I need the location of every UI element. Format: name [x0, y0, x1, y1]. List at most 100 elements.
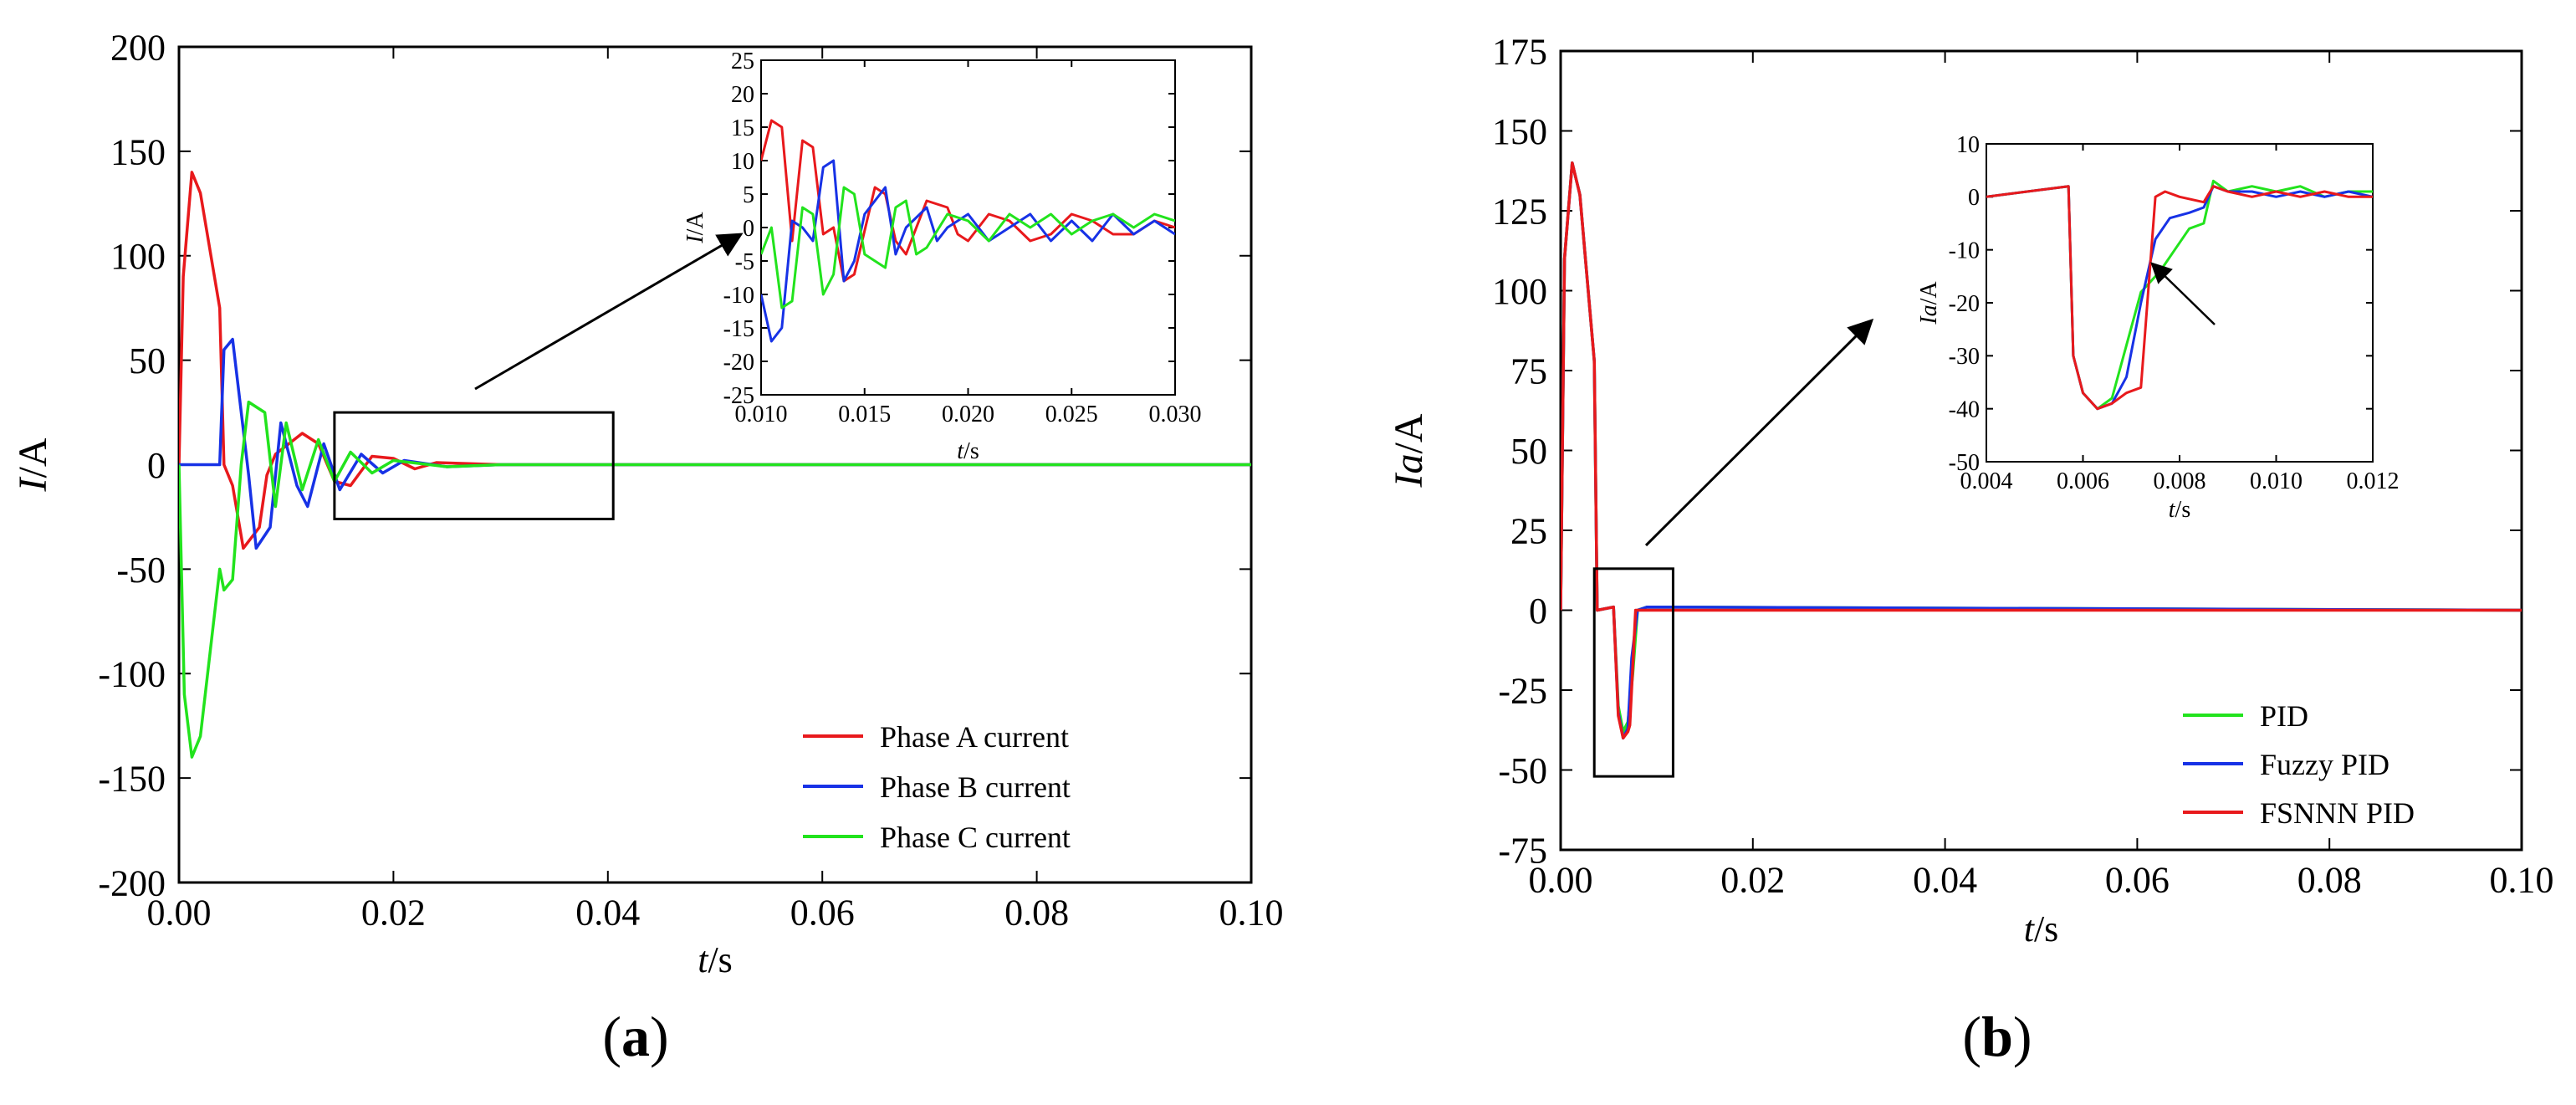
panel-a-inset-xlabel: t/s: [957, 438, 979, 464]
panel-b-inset-pointer-arrow: [2150, 262, 2216, 325]
panel-b-zoom-box: [1592, 567, 1674, 778]
panel-b-inset-ytick-label: -40: [1949, 396, 1980, 422]
panel-b-inset-xtick-label: 0.010: [2250, 468, 2303, 494]
panel-b-inset-ylabel: Ia/A: [1916, 281, 1942, 325]
panel-a-inset-ylabel-unit: /A: [682, 212, 708, 236]
panel-b-legend-label: FSNNN PID: [2260, 796, 2415, 830]
panel-b-main-ytick-label: 75: [1510, 350, 1547, 391]
panel-b-inset-plot: 0.004 0.006 0.008 0.010 0.012 10 0 -10 -20 -30 -40…: [1949, 132, 2400, 494]
panel-a-legend-label: Phase A current: [880, 720, 1069, 754]
panel-a-inset-xtick-label: 0.030: [1149, 402, 1202, 427]
panel-a-inset-ytick-label: 10: [731, 149, 754, 175]
panel-b-main-ytick-label: -50: [1498, 750, 1547, 791]
panel-a-inset-xtick-label: 0.010: [735, 402, 788, 427]
panel-b-inset-ytick-label: -20: [1949, 291, 1980, 317]
panel-a-inset-ytick-label: 5: [743, 182, 754, 208]
panel-a-inset-ytick-label: 0: [743, 216, 754, 242]
panel-a-inset-xtick-label: 0.025: [1045, 402, 1098, 427]
panel-a-inset-ytick-label: -5: [735, 249, 754, 275]
panel-b-main-ytick-label: 150: [1492, 111, 1547, 152]
panel-b-main-xtick-label: 0.00: [1529, 860, 1593, 901]
panel-a-main-ytick-label: 0: [147, 445, 166, 486]
panel-a-inset-xlabel-unit: /s: [963, 438, 979, 464]
panel-b-inset-ytick-label: 0: [1968, 185, 1980, 211]
panel-b-inset-xtick-label: 0.004: [1960, 468, 2013, 494]
panel-a-main-ytick-label: -150: [98, 759, 166, 800]
panel-b-label-letter: b: [1981, 1005, 2013, 1068]
panel-b-main-ytick-label: -25: [1498, 670, 1547, 711]
panel-a-inset-ytick-label: 15: [731, 115, 754, 141]
panel-b-main-xtick-label: 0.02: [1720, 860, 1785, 901]
panel-b-main-ytick-label: 50: [1510, 431, 1547, 472]
panel-a-inset-ytick-label: -10: [723, 283, 754, 309]
panel-a-inset-ylabel: I/A: [682, 212, 708, 244]
panel-b-main-ytick-label: 25: [1510, 510, 1547, 551]
panel-a-ylabel: I/A: [11, 437, 55, 492]
panel-a-label: (a): [602, 1005, 668, 1068]
panel-a-label-open: (: [602, 1005, 621, 1068]
panel-a-xlabel-unit: /s: [708, 939, 732, 980]
panel-a-inset-ytick-label: -20: [723, 350, 754, 376]
panel-b-zoom-arrow: [1644, 318, 1874, 547]
panel-b-inset-ylabel-italic: Ia: [1916, 304, 1942, 325]
panel-b-inset-ytick-label: -50: [1949, 450, 1980, 476]
panel-b-main-ytick-label: -75: [1498, 830, 1547, 871]
panel-b-ylabel-unit: /A: [1387, 413, 1431, 453]
panel-b-inset-xtick-label: 0.006: [2057, 468, 2109, 494]
panel-a-inset-frame: [760, 59, 1176, 396]
panel-a-inset-ytick-label: -15: [723, 316, 754, 342]
panel-a-legend-label: Phase C current: [880, 821, 1071, 854]
panel-a-inset-ylabel-italic: I: [682, 234, 708, 244]
panel-b-main-ytick-label: 175: [1492, 31, 1547, 72]
panel-a-label-letter: a: [621, 1005, 650, 1068]
panel-b-legend-label: Fuzzy PID: [2260, 748, 2389, 781]
panel-a-main-ytick-label: -100: [98, 654, 166, 695]
panel-a-main-xtick-label: 0.06: [790, 893, 855, 934]
panel-a-main-ytick-label: -50: [116, 550, 166, 591]
panel-b-main-xtick-label: 0.06: [2105, 860, 2170, 901]
panel-b-inset-ylabel-unit: /A: [1916, 281, 1942, 305]
panel-b-inset-series-fsnnn-pid-line: [1986, 185, 2373, 411]
panel-a-main-ytick-label: 100: [110, 236, 166, 277]
panel-b-ylabel-italic: Ia: [1387, 454, 1431, 489]
panel-b-inset-xlabel-unit: /s: [2175, 497, 2191, 523]
panel-a-main-series-phase-a-current-line: [179, 171, 1251, 550]
panel-a-xlabel-italic: t: [698, 939, 709, 980]
panel-a-inset-xtick-label: 0.020: [942, 402, 994, 427]
panel-a-inset-series-phase-c-current-line: [761, 186, 1175, 310]
panel-b-xlabel-italic: t: [2024, 908, 2036, 949]
panel-b-xlabel-unit: /s: [2034, 908, 2058, 949]
panel-a-main-xtick-label: 0.08: [1004, 893, 1069, 934]
panel-b-xlabel: t/s: [2024, 908, 2059, 949]
panel-b-main-series-fsnnn-pid-line: [1561, 161, 2522, 740]
panel-a-main-xtick-label: 0.00: [147, 893, 212, 934]
panel-a-inset-xtick-label: 0.015: [838, 402, 891, 427]
panel-a-inset-plot: 0.010 0.015 0.020 0.025 0.030 25 20 15 10 5 0 -5 -10…: [723, 49, 1202, 427]
panel-b-inset-ytick-label: -30: [1949, 344, 1980, 370]
panel-b-label: (b): [1962, 1005, 2032, 1068]
panel-b-inset-ytick-label: -10: [1949, 238, 1980, 263]
panel-a-main-ytick-label: 150: [110, 131, 166, 172]
panel-a-xlabel: t/s: [698, 939, 733, 980]
panel-a-inset-ytick-label: -25: [723, 383, 754, 409]
panel-a-main-ytick-label: -200: [98, 862, 166, 903]
panel-b-main-xtick-label: 0.10: [2490, 860, 2554, 901]
panel-b-inset-xtick-label: 0.012: [2347, 468, 2400, 494]
panel-b-ylabel: Ia/A: [1387, 413, 1431, 488]
panel-b-inset-xlabel-italic: t: [2169, 497, 2176, 523]
panel-a-main-ytick-label: 200: [110, 27, 166, 68]
panel-a-ylabel-unit: /A: [11, 437, 55, 478]
panel-a-inset-ytick-label: 25: [731, 49, 754, 74]
panel-a-main-xtick-label: 0.02: [361, 893, 426, 934]
panel-b-inset-xlabel: t/s: [2169, 497, 2190, 523]
panel-b-label-open: (: [1962, 1005, 1981, 1068]
panel-a-inset-series-phase-a-current-line: [761, 119, 1175, 283]
panel-a-main-xtick-label: 0.04: [575, 893, 640, 934]
panel-a-main-xtick-label: 0.10: [1219, 893, 1284, 934]
panel-a-label-close: ): [650, 1005, 669, 1068]
panel-a-inset-xlabel-italic: t: [957, 438, 964, 464]
panel-a-legend-label: Phase B current: [880, 770, 1071, 804]
panel-b-main-ytick-label: 0: [1529, 591, 1547, 632]
panel-a-inset-ytick-label: 20: [731, 82, 754, 108]
panel-b-inset-xtick-label: 0.008: [2154, 468, 2206, 494]
